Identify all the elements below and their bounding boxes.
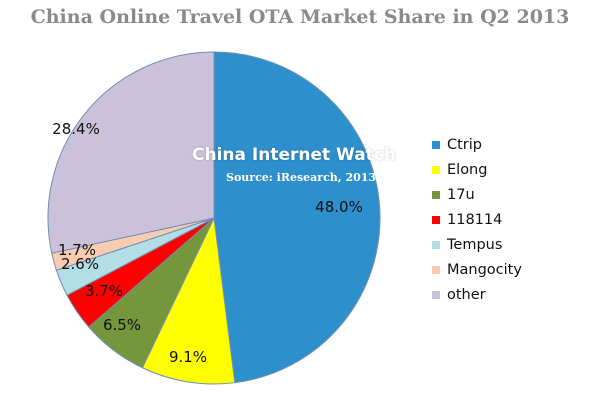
- source-note: Source: iResearch, 2013: [226, 171, 377, 184]
- legend-swatch: [432, 240, 440, 249]
- legend-label: other: [447, 287, 486, 304]
- pie-slice-elong: [141, 216, 236, 385]
- legend-swatch: [432, 266, 440, 275]
- legend-swatch: [432, 291, 440, 300]
- legend-swatch: [432, 215, 440, 224]
- legend-swatch: [432, 190, 440, 199]
- data-label-mangocity: 1.7%: [58, 241, 96, 259]
- chart-title: China Online Travel OTA Market Share in …: [30, 6, 570, 28]
- legend-label: Ctrip: [447, 136, 483, 153]
- data-label-118114: 3.7%: [85, 282, 123, 300]
- legend-item-mangocity: Mangocity: [432, 257, 522, 282]
- legend-item-elong: Elong: [432, 157, 522, 182]
- legend-swatch: [432, 165, 440, 174]
- legend-label: Elong: [447, 161, 488, 178]
- legend-item-tempus: Tempus: [432, 232, 522, 257]
- legend-item-other: other: [432, 283, 522, 308]
- legend-item-118114: 118114: [432, 207, 522, 232]
- pie-slice-ctrip: [213, 51, 381, 384]
- legend-label: Tempus: [447, 236, 503, 253]
- legend-item-ctrip: Ctrip: [432, 132, 522, 157]
- watermark-text: China Internet Watch: [192, 145, 396, 165]
- legend-swatch: [432, 140, 440, 149]
- data-label-other: 28.4%: [52, 120, 100, 138]
- pie-slice-other: [47, 51, 215, 254]
- data-label-tempus: 2.6%: [61, 255, 99, 273]
- legend-label: 17u: [447, 186, 475, 203]
- legend-label: Mangocity: [447, 262, 522, 279]
- legend-label: 118114: [447, 211, 503, 228]
- data-label-ctrip: 48.0%: [315, 198, 363, 216]
- data-label-elong: 9.1%: [169, 348, 207, 366]
- legend: Ctrip Elong 17u 118114 Tempus Mangocity other: [432, 132, 522, 308]
- data-label-17u: 6.5%: [103, 316, 141, 334]
- legend-item-17u: 17u: [432, 182, 522, 207]
